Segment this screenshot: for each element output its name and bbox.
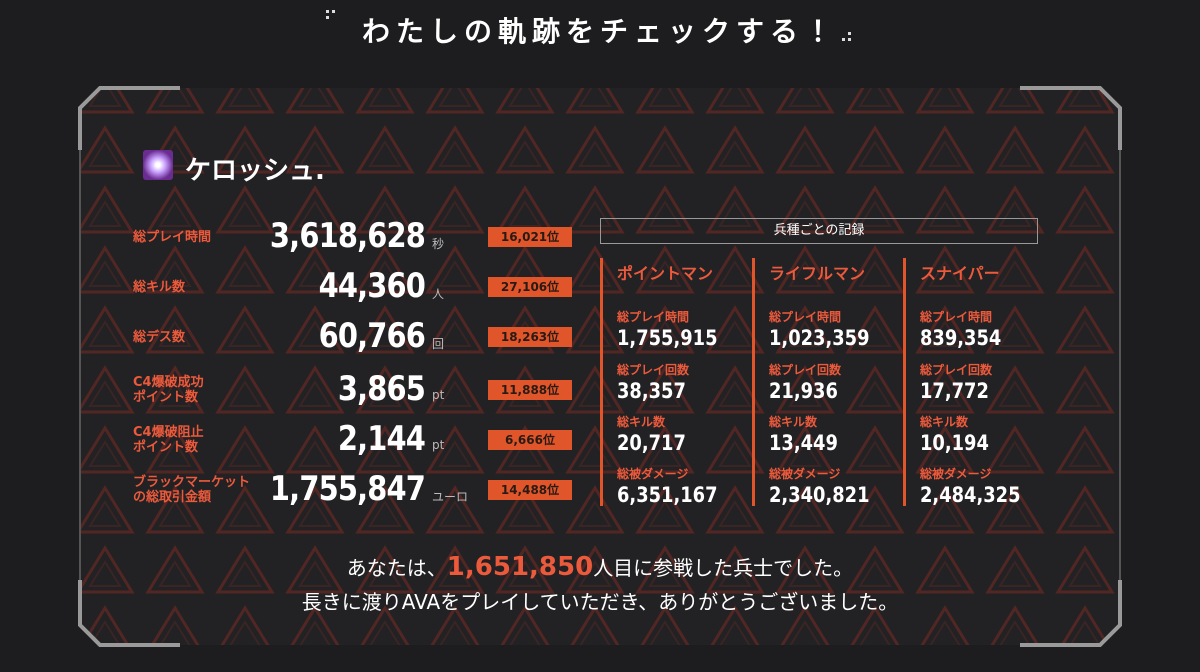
class-stat-label: 総被ダメージ bbox=[769, 467, 841, 481]
stat-label: 総キル数 bbox=[133, 280, 283, 295]
class-stat-label: 総プレイ時間 bbox=[617, 310, 690, 324]
class-column: ポイントマン総プレイ時間 1,755,915 総プレイ回数 38,357 総キル数 20,… bbox=[600, 258, 743, 507]
stat-label: C4爆破阻止 ポイント数 bbox=[133, 425, 283, 455]
stat-value: 60,766 bbox=[318, 316, 426, 356]
stat-rank: 16,021位 bbox=[488, 227, 572, 247]
stat-label-line: 総プレイ時間 bbox=[133, 229, 212, 245]
stat-unit: 秒 bbox=[432, 237, 445, 251]
player-icon bbox=[143, 150, 173, 180]
class-stat-label: 総キル数 bbox=[769, 415, 818, 429]
class-stat-value: 6,351,167 bbox=[617, 483, 718, 507]
class-name: スナイパー bbox=[920, 264, 1000, 283]
class-stat-label: 総プレイ回数 bbox=[769, 363, 842, 377]
class-stat-value: 21,936 bbox=[769, 379, 838, 403]
class-stat-label: 総プレイ時間 bbox=[920, 310, 993, 324]
stat-unit: 人 bbox=[432, 287, 445, 301]
class-stat-label: 総キル数 bbox=[617, 415, 666, 429]
class-stat-value: 839,354 bbox=[920, 326, 1002, 350]
player-name: ケロッシュ. bbox=[185, 156, 325, 186]
class-stat-value: 20,717 bbox=[617, 431, 686, 455]
class-stat-label: 総キル数 bbox=[920, 415, 969, 429]
stat-value: 2,144 bbox=[337, 419, 426, 459]
class-stat-value: 2,484,325 bbox=[920, 483, 1021, 507]
class-column: ライフルマン総プレイ時間 1,023,359 総プレイ回数 21,936 総キル数 13,… bbox=[752, 258, 895, 507]
stat-value: 44,360 bbox=[318, 266, 426, 306]
stat-label-line: C4爆破成功 bbox=[133, 375, 204, 390]
stat-unit: ユーロ bbox=[432, 490, 469, 504]
stat-rank: 6,666位 bbox=[488, 430, 572, 450]
stat-unit: 回 bbox=[432, 337, 445, 351]
stat-label: 総プレイ時間 bbox=[133, 230, 283, 245]
class-name: ライフルマン bbox=[769, 264, 866, 283]
title-dots bbox=[326, 10, 851, 41]
class-stat-value: 10,194 bbox=[920, 431, 989, 455]
class-stat-label: 総プレイ時間 bbox=[769, 310, 842, 324]
frame-sides bbox=[79, 150, 1121, 580]
class-panel-title: 兵種ごとの記録 bbox=[600, 218, 1038, 244]
class-stat-value: 2,340,821 bbox=[769, 483, 870, 507]
stat-label-line: ポイント数 bbox=[133, 440, 199, 455]
class-stat-label: 総被ダメージ bbox=[920, 467, 992, 481]
frame-corners bbox=[78, 86, 1122, 647]
stat-label-line: C4爆破阻止 bbox=[133, 425, 204, 440]
footer-text: 人目に参戦した兵士でした。 bbox=[593, 556, 854, 580]
stat-label: 総デス数 bbox=[133, 330, 283, 345]
class-stat-value: 1,755,915 bbox=[617, 326, 718, 350]
stat-value: 3,618,628 bbox=[269, 216, 426, 256]
footer-number: 1,651,850 bbox=[446, 552, 594, 582]
stat-value: 3,865 bbox=[337, 369, 426, 409]
stat-label-line: 総キル数 bbox=[133, 279, 186, 295]
footer-line1: あなたは、1,651,850人目に参戦した兵士でした。 bbox=[0, 552, 1200, 582]
stat-unit: pt bbox=[432, 438, 445, 452]
footer-line2: 長きに渡りAVAをプレイしていただき、ありがとうございました。 bbox=[301, 590, 899, 614]
class-stat-value: 1,023,359 bbox=[769, 326, 870, 350]
class-stat-value: 13,449 bbox=[769, 431, 838, 455]
page-title: わたしの軌跡をチェックする！ bbox=[361, 15, 838, 48]
stat-unit: pt bbox=[432, 388, 445, 402]
stat-label-line: ポイント数 bbox=[133, 390, 199, 405]
stat-label: C4爆破成功 ポイント数 bbox=[133, 375, 283, 405]
stat-rank: 14,488位 bbox=[488, 480, 572, 500]
class-stat-label: 総被ダメージ bbox=[617, 467, 689, 481]
class-stat-value: 17,772 bbox=[920, 379, 989, 403]
class-stat-value: 38,357 bbox=[617, 379, 686, 403]
stat-label-line: の総取引金額 bbox=[133, 490, 212, 505]
stat-label-line: ブラックマーケット bbox=[133, 475, 251, 490]
stat-label: ブラックマーケット の総取引金額 bbox=[133, 475, 283, 505]
stat-rank: 11,888位 bbox=[488, 380, 572, 400]
class-stat-label: 総プレイ回数 bbox=[617, 363, 690, 377]
class-column: スナイパー総プレイ時間 839,354 総プレイ回数 17,772 総キル数 10,194… bbox=[903, 258, 1046, 507]
class-stat-label: 総プレイ回数 bbox=[920, 363, 993, 377]
stat-label-line: 総デス数 bbox=[133, 329, 186, 345]
stat-value: 1,755,847 bbox=[269, 469, 426, 509]
class-name: ポイントマン bbox=[617, 264, 714, 283]
stat-rank: 18,263位 bbox=[488, 327, 572, 347]
stat-rank: 27,106位 bbox=[488, 277, 572, 297]
footer-text: あなたは、 bbox=[346, 556, 447, 580]
